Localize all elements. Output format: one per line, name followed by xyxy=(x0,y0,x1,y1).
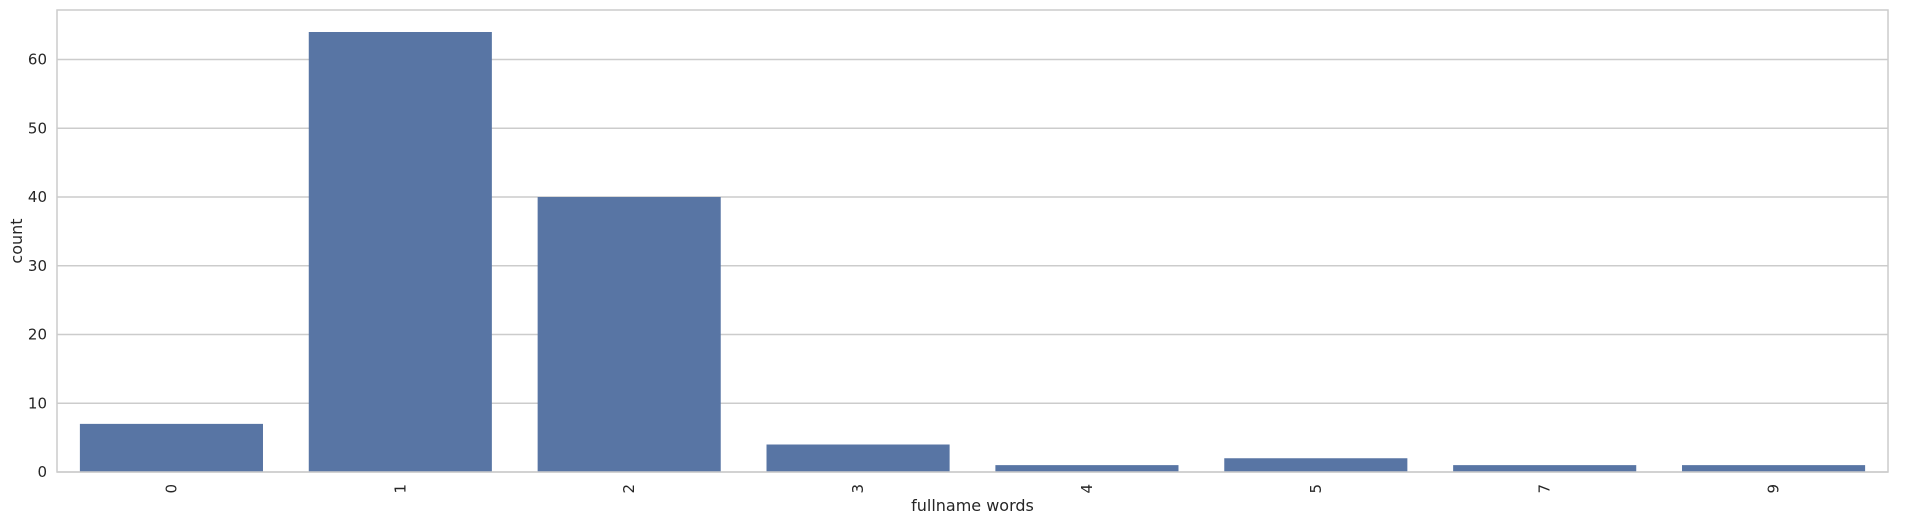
x-tick-label: 5 xyxy=(1307,484,1325,494)
x-tick-label: 2 xyxy=(620,484,638,494)
bar-0 xyxy=(79,423,263,472)
bar-7 xyxy=(1453,465,1637,472)
x-tick-label: 0 xyxy=(162,484,180,494)
y-tick-label: 0 xyxy=(37,463,47,481)
y-tick-labels: 0 10 20 30 40 50 60 xyxy=(28,51,47,482)
y-tick-label: 50 xyxy=(28,119,47,137)
bar-4 xyxy=(995,465,1179,472)
x-tick-label: 4 xyxy=(1078,484,1096,494)
x-tick-label: 3 xyxy=(849,484,867,494)
bars xyxy=(79,32,1866,472)
x-tick-label: 1 xyxy=(391,484,409,494)
y-axis-label: count xyxy=(7,218,26,263)
y-tick-label: 60 xyxy=(28,51,47,69)
y-tick-label: 10 xyxy=(28,394,47,412)
x-tick-label: 7 xyxy=(1536,484,1554,494)
bar-5 xyxy=(1224,458,1408,472)
y-tick-label: 20 xyxy=(28,326,47,344)
bar-2 xyxy=(537,197,721,472)
y-tick-label: 40 xyxy=(28,188,47,206)
bar-9 xyxy=(1682,465,1866,472)
plot-frame xyxy=(56,9,1889,473)
x-tick-label: 9 xyxy=(1765,484,1783,494)
bar-1 xyxy=(308,32,492,472)
x-axis-label: fullname words xyxy=(911,496,1034,515)
y-tick-label: 30 xyxy=(28,257,47,275)
bar-3 xyxy=(766,444,950,472)
x-tick-labels: 0 1 2 3 4 5 7 9 xyxy=(162,484,1782,494)
